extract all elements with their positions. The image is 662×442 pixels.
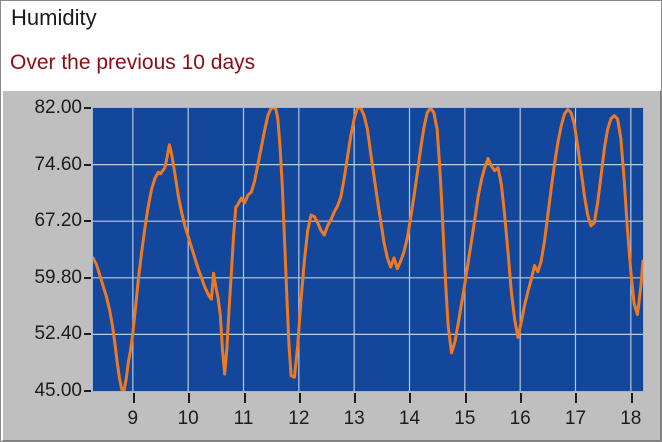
chart-subtitle: Over the previous 10 days bbox=[10, 51, 256, 74]
x-axis-tick-mark bbox=[354, 393, 357, 403]
x-axis-tick-label: 9 bbox=[127, 408, 139, 429]
x-axis-tick-mark bbox=[575, 393, 578, 403]
y-axis-tick-mark bbox=[84, 390, 91, 392]
y-axis-tick-label: 74.60 bbox=[34, 153, 82, 175]
series-line-humidity bbox=[93, 108, 643, 391]
humidity-line-chart bbox=[93, 108, 643, 391]
y-axis-tick-label: 52.40 bbox=[34, 323, 82, 345]
x-axis: 9 10 11 12 13 14 15 16 17 18 bbox=[3, 91, 661, 441]
x-axis-tick-label: 14 bbox=[398, 408, 421, 429]
series-layer bbox=[93, 108, 643, 391]
x-axis-tick-mark bbox=[298, 393, 301, 403]
x-axis-tick-mark bbox=[520, 393, 523, 403]
x-axis-tick-mark bbox=[188, 393, 191, 403]
x-axis-tick-label: 15 bbox=[454, 408, 476, 429]
y-axis-tick-mark bbox=[84, 276, 91, 279]
x-axis-tick-label: 18 bbox=[620, 408, 642, 429]
x-axis-tick-label: 12 bbox=[288, 408, 310, 429]
x-axis-tick-label: 13 bbox=[343, 408, 365, 429]
x-axis-tick-mark bbox=[243, 393, 246, 403]
x-axis-tick-mark bbox=[630, 393, 633, 403]
x-axis-tick-mark bbox=[132, 393, 135, 403]
y-axis: 45.00 52.40 59.80 67.20 74.60 82.00 bbox=[3, 91, 661, 441]
x-axis-tick-label: 11 bbox=[233, 408, 254, 429]
page-title: Humidity bbox=[11, 5, 97, 30]
plot-area bbox=[92, 107, 644, 392]
y-axis-tick-mark bbox=[84, 333, 91, 336]
chart-header: Humidity Over the previous 10 days bbox=[1, 1, 661, 89]
x-axis-tick-label: 10 bbox=[177, 408, 199, 429]
y-axis-tick-label: 67.20 bbox=[34, 210, 82, 232]
y-axis-tick-mark bbox=[84, 220, 91, 223]
gridlines bbox=[93, 108, 643, 391]
x-axis-tick-mark bbox=[409, 393, 412, 403]
y-axis-tick-label: 59.80 bbox=[34, 266, 82, 288]
x-axis-tick-label: 16 bbox=[509, 408, 531, 429]
x-axis-tick-mark bbox=[464, 393, 467, 403]
y-axis-tick-mark bbox=[84, 163, 91, 166]
chart-panel: 45.00 52.40 59.80 67.20 74.60 82.00 9 10 11 12 13… bbox=[2, 90, 661, 441]
y-axis-tick-label: 45.00 bbox=[34, 380, 82, 401]
x-axis-tick-label: 17 bbox=[564, 408, 587, 429]
y-axis-tick-label: 82.00 bbox=[34, 97, 82, 118]
y-axis-tick-mark bbox=[84, 107, 91, 109]
